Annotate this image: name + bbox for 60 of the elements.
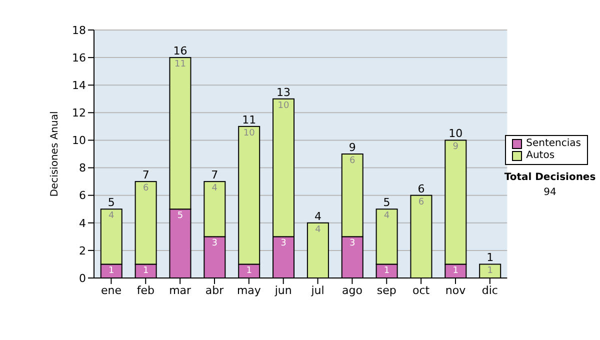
data-label: 1 (487, 266, 493, 276)
data-label: 1 (246, 266, 252, 276)
data-label: 1 (384, 266, 390, 276)
data-label: 1 (142, 266, 149, 276)
total-label: 11 (242, 113, 256, 126)
data-label: 4 (108, 211, 115, 222)
data-label: 3 (350, 238, 356, 249)
y-tick-label: 6 (79, 189, 86, 202)
data-label: 3 (280, 238, 286, 249)
total-label: 6 (418, 182, 425, 196)
total-label: 5 (108, 196, 115, 210)
legend-label: Autos (526, 150, 555, 162)
x-tick-label: nov (445, 284, 466, 297)
y-tick-label: 14 (72, 79, 86, 92)
data-label: 6 (350, 156, 356, 166)
x-tick-label: abr (205, 284, 224, 297)
data-label: 4 (384, 211, 390, 222)
y-tick-label: 8 (79, 162, 86, 175)
data-label: 1 (452, 266, 459, 276)
total-label: 4 (314, 210, 322, 223)
y-tick-label: 10 (72, 134, 86, 148)
y-tick-label: 16 (72, 51, 86, 64)
x-tick-label: jul (310, 284, 324, 297)
data-label: 9 (452, 142, 459, 152)
data-label: 11 (174, 60, 186, 70)
data-label: 4 (315, 224, 322, 235)
x-tick-label: mar (169, 284, 192, 297)
data-label: 6 (142, 184, 149, 194)
x-tick-label: jun (274, 284, 292, 297)
data-label: 5 (177, 211, 184, 222)
y-tick-label: 0 (79, 272, 86, 285)
data-label: 10 (243, 128, 256, 138)
x-tick-label: may (236, 284, 262, 297)
y-tick-label: 4 (79, 216, 86, 230)
y-tick-label: 2 (79, 244, 86, 258)
total-label: 1 (486, 251, 494, 264)
data-label: 6 (418, 197, 424, 208)
y-axis-title: Decisiones Anual (50, 111, 61, 197)
legend-label: Sentencias (526, 138, 581, 150)
data-label: 10 (278, 100, 290, 111)
x-tick-label: feb (136, 284, 154, 297)
annotation: Total Decisiones (503, 172, 597, 183)
x-tick-label: dic (482, 284, 498, 297)
total-label: 10 (448, 127, 463, 140)
total-label: 5 (383, 196, 390, 210)
x-tick-label: ago (342, 284, 363, 297)
x-tick-label: sep (376, 284, 396, 297)
data-label: 1 (108, 266, 114, 276)
x-tick-label: ene (100, 284, 122, 297)
data-label: 4 (212, 184, 218, 194)
total-label: 16 (173, 44, 188, 58)
total-label: 13 (276, 86, 291, 99)
total-label: 7 (142, 168, 150, 182)
data-label: 3 (212, 238, 218, 249)
total-label: 7 (211, 168, 218, 182)
x-tick-label: oct (412, 284, 430, 297)
y-tick-label: 18 (72, 24, 86, 37)
text: 94 (542, 187, 558, 198)
total-label: 9 (348, 141, 356, 154)
y-tick-label: 12 (72, 106, 86, 120)
